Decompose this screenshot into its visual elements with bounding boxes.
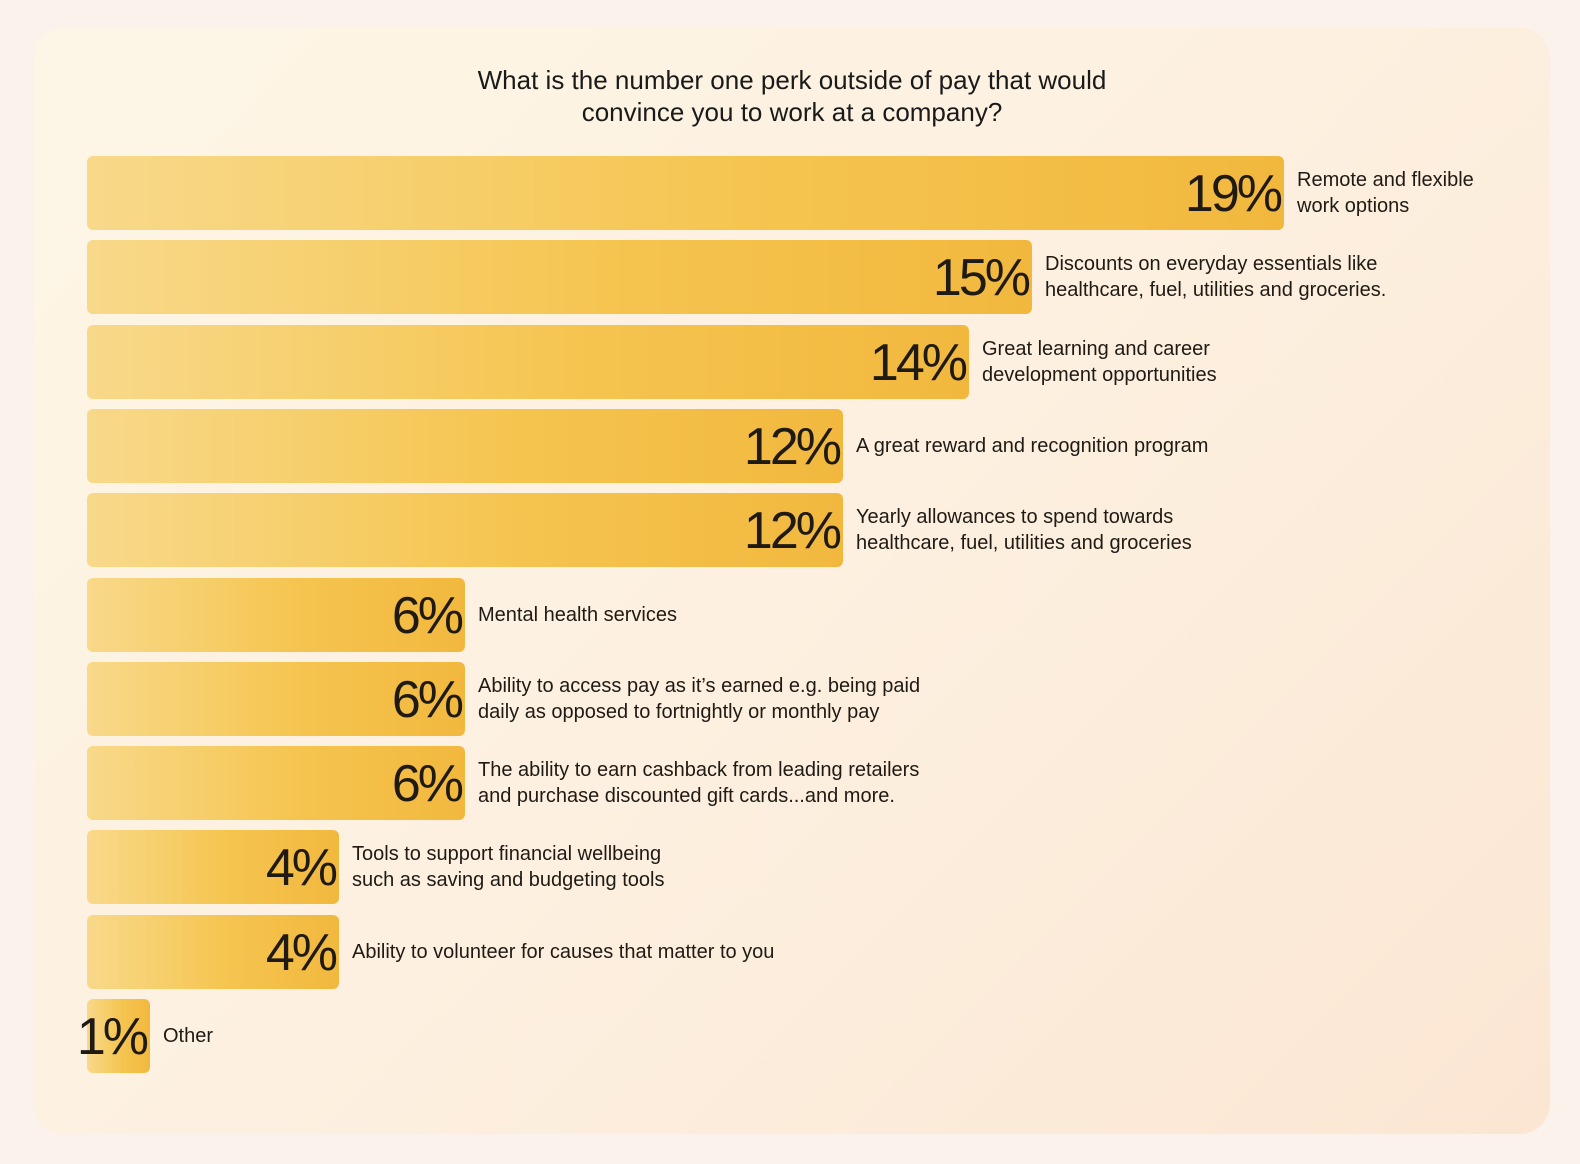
bar-value-label: 1% — [76, 1008, 149, 1066]
bar-11: 1% — [77, 999, 150, 1073]
bar-value-label: 12% — [743, 418, 842, 476]
bar-3: 14% — [87, 325, 969, 399]
bar-10: 4% — [87, 915, 339, 989]
bar-chart: 19% Remote and flexible work options 15% Di… — [34, 28, 1550, 1134]
bar-category-label: Other — [163, 1025, 214, 1047]
bar-category-label: Remote and flexible work options — [1297, 169, 1474, 217]
chart-title-line-2: convince you to work at a company? — [581, 97, 1003, 127]
bar-value-label: 14% — [869, 334, 968, 392]
bar-1: 19% — [87, 156, 1284, 230]
bar-5: 12% — [87, 493, 843, 567]
bar-value-label: 19% — [1184, 165, 1283, 223]
bar-category-label: Ability to access pay as it’s earned e.g… — [478, 675, 921, 723]
bar-value-label: 6% — [391, 755, 464, 813]
bar-category-label: Yearly allowances to spend towards healt… — [856, 506, 1192, 554]
bar-value-label: 4% — [265, 924, 338, 982]
bar-category-label: Tools to support financial wellbeing suc… — [352, 843, 665, 891]
bar-category-label: Discounts on everyday essentials like he… — [1045, 253, 1387, 301]
bar-7: 6% — [87, 662, 465, 736]
bar-6: 6% — [87, 578, 465, 652]
bar-value-label: 4% — [265, 839, 338, 897]
bar-9: 4% — [87, 830, 339, 904]
bar-2: 15% — [87, 240, 1032, 314]
bar-value-label: 15% — [932, 249, 1031, 307]
bar-value-label: 6% — [391, 587, 464, 645]
bar-value-label: 12% — [743, 502, 842, 560]
bar-category-label: The ability to earn cashback from leadin… — [478, 759, 920, 807]
bar-category-label: Ability to volunteer for causes that mat… — [352, 941, 775, 963]
bar-4: 12% — [87, 409, 843, 483]
chart-title: What is the number one perk outside of p… — [34, 64, 1550, 128]
chart-title-line-1: What is the number one perk outside of p… — [477, 65, 1107, 95]
chart-card: What is the number one perk outside of p… — [34, 28, 1550, 1134]
bar-category-label: Mental health services — [478, 604, 677, 626]
bar-8: 6% — [87, 746, 465, 820]
bar-value-label: 6% — [391, 671, 464, 729]
bar-category-label: Great learning and career development op… — [982, 338, 1217, 386]
bar-category-label: A great reward and recognition program — [856, 435, 1209, 457]
